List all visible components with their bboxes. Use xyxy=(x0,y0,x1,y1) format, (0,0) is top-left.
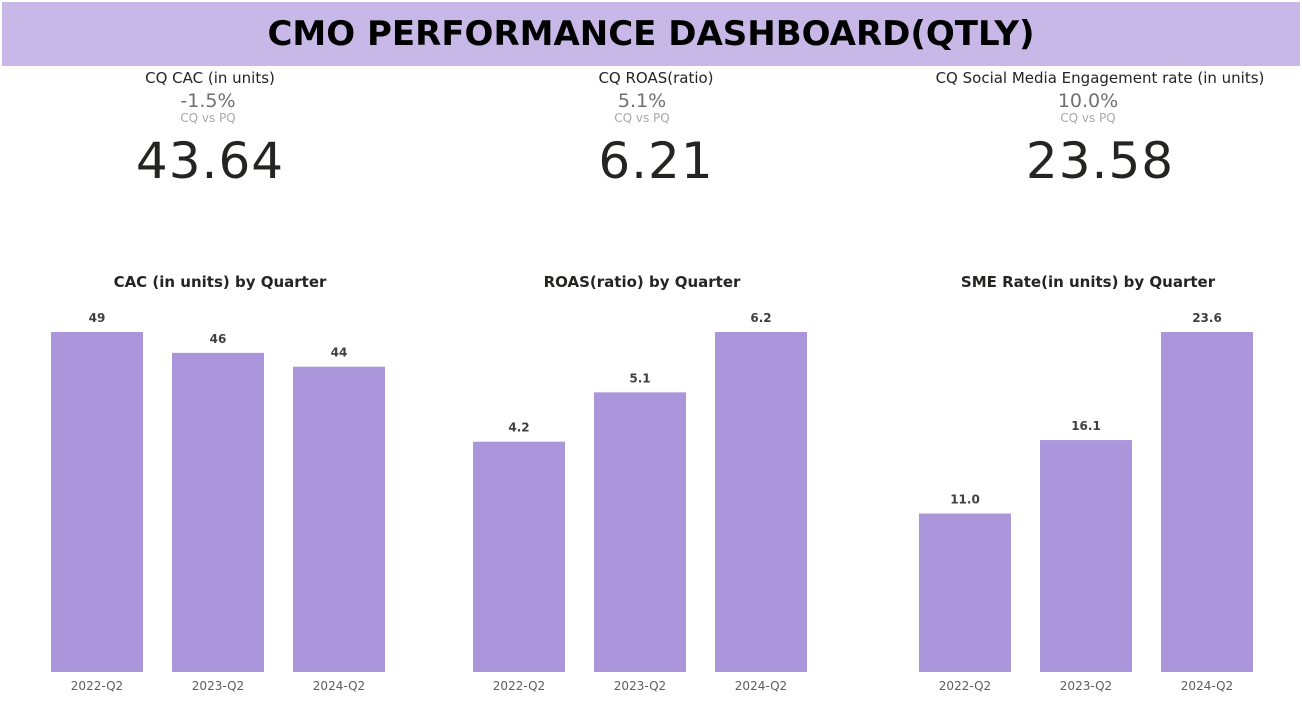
data-label: 44 xyxy=(331,346,348,360)
kpi-value: 43.64 xyxy=(135,132,285,190)
bar-2022-Q2[interactable] xyxy=(51,332,143,672)
chart-sme-rate-by-quarter[interactable]: SME Rate(in units) by Quarter 11.0 2022-Q… xyxy=(878,266,1298,706)
data-label: 5.1 xyxy=(629,371,650,385)
kpi-change: -1.5% xyxy=(180,90,236,112)
bar-2024-Q2[interactable] xyxy=(1161,332,1253,672)
data-label: 4.2 xyxy=(508,421,529,435)
kpi-label: CQ Social Media Engagement rate (in unit… xyxy=(935,69,1265,87)
x-tick-label: 2022-Q2 xyxy=(493,679,545,693)
kpi-card-cac[interactable]: CQ CAC (in units) -1.5% CQ vs PQ 43.64 xyxy=(0,68,420,198)
x-tick-label: 2024-Q2 xyxy=(313,679,365,693)
chart-plot-area: 11.0 2022-Q2 16.1 2023-Q2 23.6 2024-Q2 xyxy=(919,311,1253,693)
chart-title: SME Rate(in units) by Quarter xyxy=(960,273,1216,291)
data-label: 23.6 xyxy=(1192,311,1222,325)
chart-title: ROAS(ratio) by Quarter xyxy=(543,273,741,291)
data-label: 11.0 xyxy=(950,493,980,507)
kpi-compare-label: CQ vs PQ xyxy=(1060,111,1116,125)
bar-2024-Q2[interactable] xyxy=(293,366,385,672)
x-tick-label: 2024-Q2 xyxy=(735,679,787,693)
title-bar: CMO PERFORMANCE DASHBOARD(QTLY) xyxy=(2,2,1300,66)
chart-plot-area: 49 2022-Q2 46 2023-Q2 44 2024-Q2 xyxy=(51,311,385,693)
bar-2023-Q2[interactable] xyxy=(594,392,686,672)
chart-roas-by-quarter[interactable]: ROAS(ratio) by Quarter 4.2 2022-Q2 5.1 2023… xyxy=(432,266,852,706)
chart-plot-area: 4.2 2022-Q2 5.1 2023-Q2 6.2 2024-Q2 xyxy=(473,311,807,693)
bar-2023-Q2[interactable] xyxy=(1040,440,1132,672)
chart-title: CAC (in units) by Quarter xyxy=(113,273,327,291)
x-tick-label: 2023-Q2 xyxy=(1060,679,1112,693)
kpi-change: 5.1% xyxy=(617,90,667,112)
data-label: 16.1 xyxy=(1071,419,1101,433)
kpi-card-sme[interactable]: CQ Social Media Engagement rate (in unit… xyxy=(890,68,1302,198)
kpi-value: 6.21 xyxy=(598,132,714,190)
kpi-label: CQ CAC (in units) xyxy=(145,69,275,87)
kpi-compare-label: CQ vs PQ xyxy=(614,111,670,125)
kpi-value: 23.58 xyxy=(1025,132,1175,190)
kpi-change: 10.0% xyxy=(1057,90,1119,112)
x-tick-label: 2023-Q2 xyxy=(614,679,666,693)
bar-2022-Q2[interactable] xyxy=(919,513,1011,672)
data-label: 6.2 xyxy=(750,311,771,325)
chart-cac-by-quarter[interactable]: CAC (in units) by Quarter 49 2022-Q2 46 202… xyxy=(10,266,430,706)
x-tick-label: 2022-Q2 xyxy=(939,679,991,693)
x-tick-label: 2024-Q2 xyxy=(1181,679,1233,693)
data-label: 49 xyxy=(89,311,106,325)
data-label: 46 xyxy=(210,332,227,346)
bar-2024-Q2[interactable] xyxy=(715,332,807,672)
bar-2022-Q2[interactable] xyxy=(473,441,565,672)
dashboard-title: CMO PERFORMANCE DASHBOARD(QTLY) xyxy=(267,14,1035,54)
x-tick-label: 2023-Q2 xyxy=(192,679,244,693)
kpi-card-roas[interactable]: CQ ROAS(ratio) 5.1% CQ vs PQ 6.21 xyxy=(446,68,866,198)
kpi-compare-label: CQ vs PQ xyxy=(180,111,236,125)
bar-2023-Q2[interactable] xyxy=(172,352,264,672)
kpi-label: CQ ROAS(ratio) xyxy=(598,69,714,87)
x-tick-label: 2022-Q2 xyxy=(71,679,123,693)
